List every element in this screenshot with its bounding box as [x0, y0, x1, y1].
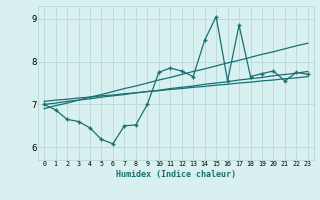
X-axis label: Humidex (Indice chaleur): Humidex (Indice chaleur): [116, 170, 236, 179]
